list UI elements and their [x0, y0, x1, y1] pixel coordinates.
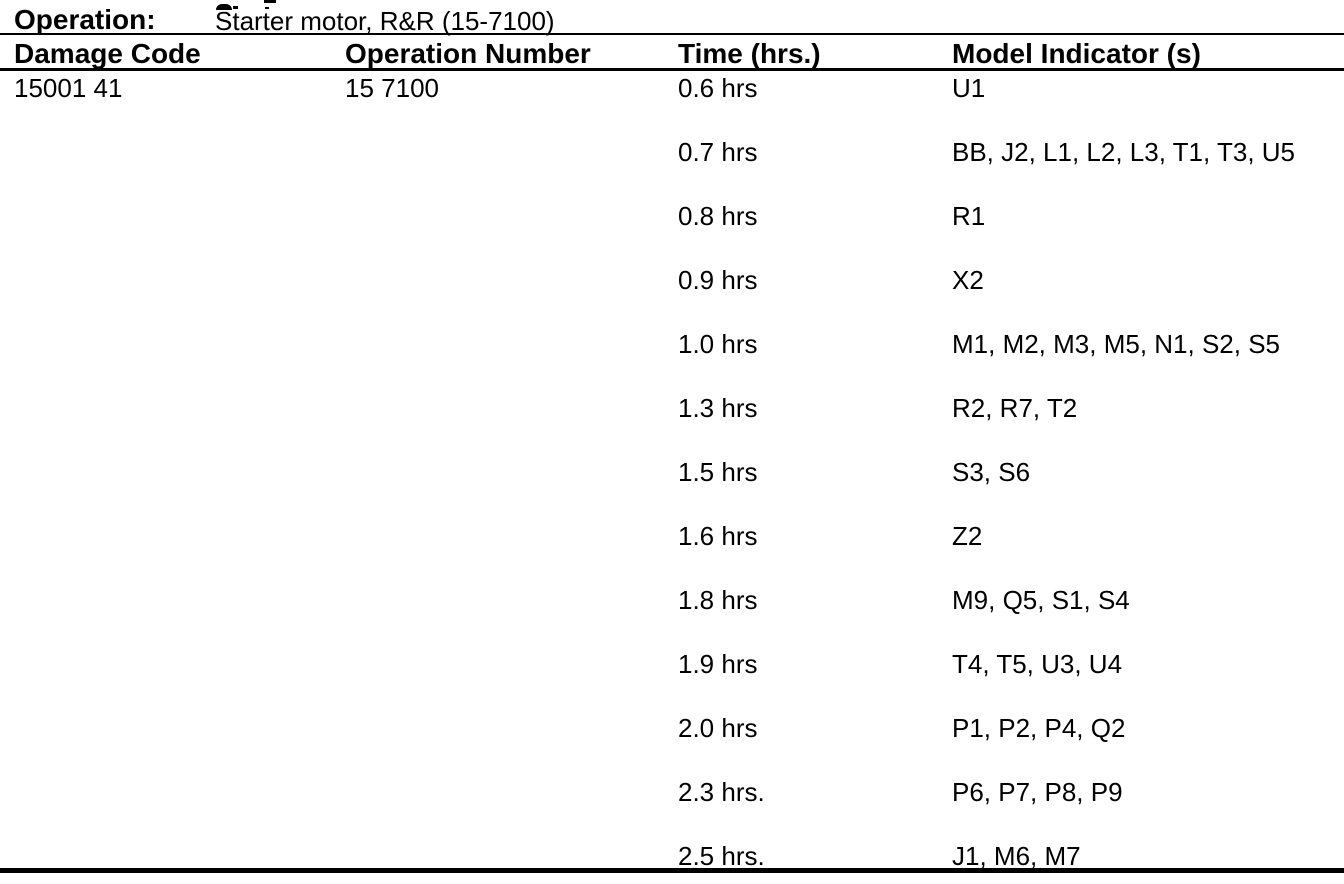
- table-row: 1.3 hrs R2, R7, T2: [0, 394, 1344, 458]
- model-indicators-value: J1, M6, M7: [952, 841, 1081, 871]
- table-row: 1.8 hrs M9, Q5, S1, S4: [0, 586, 1344, 650]
- table-row: 1.5 hrs S3, S6: [0, 458, 1344, 522]
- time-value: 0.8 hrs: [678, 201, 758, 231]
- operation-label: Operation:: [14, 4, 156, 35]
- cropped-glyph-arc: [216, 4, 232, 10]
- model-indicators-value: M1, M2, M3, M5, N1, S2, S5: [952, 329, 1280, 359]
- operation-number-value: 15 7100: [345, 73, 439, 103]
- time-value: 2.5 hrs.: [678, 841, 765, 871]
- time-value: 2.3 hrs.: [678, 777, 765, 807]
- model-indicators-value: P6, P7, P8, P9: [952, 777, 1123, 807]
- damage-code-value: 15001 41: [14, 73, 123, 103]
- model-indicators-value: P1, P2, P4, Q2: [952, 713, 1126, 743]
- table-row: 15001 41 15 7100 0.6 hrs U1: [0, 74, 1344, 138]
- table-row: 2.5 hrs. J1, M6, M7: [0, 842, 1344, 884]
- time-value: 1.3 hrs: [678, 393, 758, 423]
- time-value: 0.9 hrs: [678, 265, 758, 295]
- model-indicators-value: R2, R7, T2: [952, 393, 1078, 423]
- table-row: 0.8 hrs R1: [0, 202, 1344, 266]
- table-row: 1.6 hrs Z2: [0, 522, 1344, 586]
- table-header-row: Damage Code Operation Number Time (hrs.)…: [0, 40, 1344, 68]
- table-body: 15001 41 15 7100 0.6 hrs U1 0.7 hrs BB, …: [0, 74, 1344, 884]
- model-indicators-value: R1: [952, 201, 986, 231]
- table-row: 2.0 hrs P1, P2, P4, Q2: [0, 714, 1344, 778]
- bottom-rule: [0, 868, 1344, 873]
- header-model-indicator: Model Indicator (s): [952, 38, 1201, 69]
- table-row: 0.7 hrs BB, J2, L1, L2, L3, T1, T3, U5: [0, 138, 1344, 202]
- header-damage-code: Damage Code: [14, 38, 201, 69]
- model-indicators-value: X2: [952, 265, 984, 295]
- time-value: 0.7 hrs: [678, 137, 758, 167]
- table-row: 2.3 hrs. P6, P7, P8, P9: [0, 778, 1344, 842]
- rule-under-operation: [0, 33, 1344, 35]
- time-value: 1.0 hrs: [678, 329, 758, 359]
- table-row: 1.9 hrs T4, T5, U3, U4: [0, 650, 1344, 714]
- cropped-glyph-dash: [264, 0, 276, 3]
- cropped-glyph-dot: [265, 7, 269, 9]
- model-indicators-value: U1: [952, 73, 986, 103]
- table-row: 1.0 hrs M1, M2, M3, M5, N1, S2, S5: [0, 330, 1344, 394]
- model-indicators-value: M9, Q5, S1, S4: [952, 585, 1130, 615]
- time-value: 2.0 hrs: [678, 713, 758, 743]
- time-value: 1.6 hrs: [678, 521, 758, 551]
- model-indicators-value: BB, J2, L1, L2, L3, T1, T3, U5: [952, 137, 1296, 167]
- time-value: 1.5 hrs: [678, 457, 758, 487]
- time-value: 1.8 hrs: [678, 585, 758, 615]
- header-operation-number: Operation Number: [345, 38, 591, 69]
- model-indicators-value: Z2: [952, 521, 983, 551]
- operation-value: Starter motor, R&R (15-7100): [215, 6, 555, 36]
- model-indicators-value: T4, T5, U3, U4: [952, 649, 1123, 679]
- header-time: Time (hrs.): [678, 38, 821, 69]
- cropped-glyph-dot: [233, 6, 238, 9]
- time-value: 0.6 hrs: [678, 73, 758, 103]
- time-value: 1.9 hrs: [678, 649, 758, 679]
- model-indicators-value: S3, S6: [952, 457, 1031, 487]
- table-row: 0.9 hrs X2: [0, 266, 1344, 330]
- rule-under-header: [0, 68, 1344, 71]
